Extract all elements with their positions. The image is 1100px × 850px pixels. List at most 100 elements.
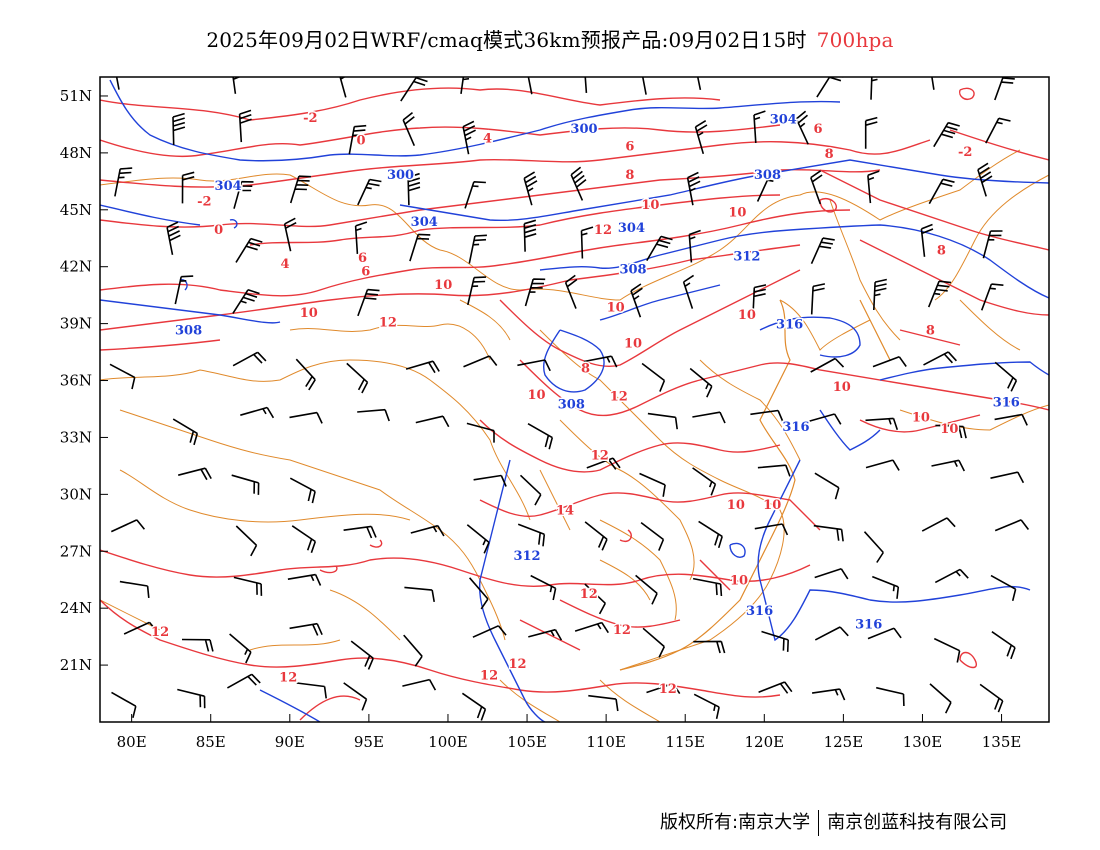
wind-barb-stroke bbox=[810, 357, 845, 373]
wind-barb-stroke bbox=[235, 237, 263, 263]
wind-barb-stroke bbox=[468, 577, 489, 610]
wind-barb-stroke bbox=[584, 521, 608, 551]
wind-barb bbox=[343, 682, 368, 711]
wind-barb-stroke bbox=[527, 77, 533, 95]
wind-barb bbox=[761, 630, 789, 652]
wind-barb-stroke bbox=[354, 221, 368, 254]
lon-tick-label: 95E bbox=[354, 733, 384, 751]
wind-barb-stroke bbox=[287, 573, 322, 586]
temperature-label: 6 bbox=[814, 122, 823, 137]
wind-barb bbox=[870, 77, 878, 100]
wind-barb bbox=[289, 622, 323, 636]
copyright-footer: 版权所有:南京大学 南京创蓝科技有限公司 bbox=[660, 808, 1007, 836]
temperature-label: 10 bbox=[727, 498, 745, 513]
wind-barb bbox=[923, 351, 957, 366]
wind-barb-stroke bbox=[990, 471, 1025, 484]
temperature-label: 8 bbox=[937, 244, 946, 259]
wind-barb bbox=[231, 474, 260, 495]
wind-barb bbox=[920, 223, 934, 257]
wind-barb bbox=[929, 683, 952, 714]
wind-barb-stroke bbox=[814, 568, 849, 580]
wind-barb-stroke bbox=[864, 116, 878, 149]
wind-barb-stroke bbox=[583, 355, 618, 368]
wind-barb-stroke bbox=[232, 77, 242, 94]
wind-barb-stroke bbox=[400, 77, 428, 102]
temperature-label: 14 bbox=[556, 504, 574, 519]
lat-tick-label: 30N bbox=[60, 485, 92, 503]
wind-barb bbox=[463, 355, 498, 368]
wind-barb-stroke bbox=[994, 413, 1028, 426]
temperature-label: 12 bbox=[591, 449, 609, 464]
wind-barb-stroke bbox=[689, 367, 713, 398]
height-label: 316 bbox=[782, 420, 809, 435]
height-label: 316 bbox=[993, 395, 1020, 410]
wind-barb bbox=[123, 621, 158, 635]
wind-barb bbox=[753, 110, 766, 143]
temperature-label: 10 bbox=[300, 306, 318, 321]
footer-separator bbox=[818, 810, 820, 836]
lat-tick-label: 42N bbox=[60, 258, 92, 276]
wind-barb-stroke bbox=[523, 171, 538, 206]
temperature-label: 10 bbox=[763, 498, 781, 513]
wind-barb bbox=[584, 77, 588, 93]
wind-barb-stroke bbox=[181, 638, 214, 652]
wind-barb-stroke bbox=[528, 628, 563, 641]
wind-barb-stroke bbox=[863, 531, 884, 563]
wind-barb-stroke bbox=[240, 406, 275, 419]
wind-barb bbox=[523, 219, 537, 252]
wind-barb bbox=[172, 112, 186, 146]
latitude-axis: 51N 48N 45N 42N 39N 36N 33N 30N 27N 24N 21N bbox=[60, 87, 108, 674]
temperature-label: 10 bbox=[624, 337, 642, 352]
lat-tick-label: 24N bbox=[60, 599, 92, 617]
wind-barb-stroke bbox=[405, 360, 440, 374]
wind-barb-stroke bbox=[753, 110, 766, 143]
wind-barb-stroke bbox=[402, 678, 437, 691]
wind-barb-stroke bbox=[115, 77, 120, 90]
wind-barb bbox=[928, 178, 955, 205]
temperature-label: 12 bbox=[379, 316, 397, 331]
wind-barb bbox=[927, 280, 952, 308]
wind-barb bbox=[588, 694, 619, 712]
wind-barb bbox=[934, 568, 969, 584]
wind-barb bbox=[468, 234, 487, 264]
height-label: 308 bbox=[558, 397, 585, 412]
wind-barb-stroke bbox=[339, 77, 347, 98]
temperature-label: 10 bbox=[527, 388, 545, 403]
footer-right: 南京创蓝科技有限公司 bbox=[827, 812, 1008, 833]
wind-barb-stroke bbox=[872, 575, 900, 599]
wind-barb-stroke bbox=[865, 459, 900, 471]
wind-barb-stroke bbox=[814, 626, 849, 641]
height-label: 316 bbox=[855, 617, 882, 632]
wind-barb-stroke bbox=[931, 459, 966, 472]
wind-barb-stroke bbox=[468, 234, 487, 264]
wind-barb bbox=[172, 418, 199, 446]
wind-barb bbox=[756, 175, 782, 202]
wind-barb bbox=[181, 638, 214, 652]
wind-barb bbox=[114, 167, 133, 197]
wind-barb bbox=[410, 524, 445, 537]
wind-barb-stroke bbox=[756, 175, 782, 202]
wind-barb bbox=[933, 637, 961, 663]
wind-barb bbox=[991, 631, 1016, 660]
height-isolines bbox=[100, 79, 1049, 722]
wind-barb-stroke bbox=[873, 278, 887, 311]
wind-barb-stroke bbox=[814, 472, 840, 500]
wind-barb bbox=[985, 117, 1011, 144]
wind-barb bbox=[689, 367, 713, 398]
temperature-label: 10 bbox=[641, 198, 659, 213]
temperature-label: 4 bbox=[483, 132, 492, 147]
wind-barb bbox=[405, 360, 440, 374]
wind-barb-stroke bbox=[530, 574, 557, 601]
wind-barb-stroke bbox=[177, 688, 206, 709]
wind-barb-stroke bbox=[588, 694, 619, 712]
lat-tick-label: 33N bbox=[60, 428, 92, 446]
wind-barb-stroke bbox=[686, 171, 701, 206]
wind-barb bbox=[402, 678, 437, 691]
temperature-label: 0 bbox=[356, 134, 365, 149]
wind-barb bbox=[473, 474, 507, 487]
wind-barb-stroke bbox=[933, 121, 960, 148]
wind-barb bbox=[698, 520, 723, 549]
wind-barb-stroke bbox=[870, 77, 878, 100]
temperature-label: 8 bbox=[825, 147, 834, 162]
wind-barb bbox=[357, 288, 380, 317]
